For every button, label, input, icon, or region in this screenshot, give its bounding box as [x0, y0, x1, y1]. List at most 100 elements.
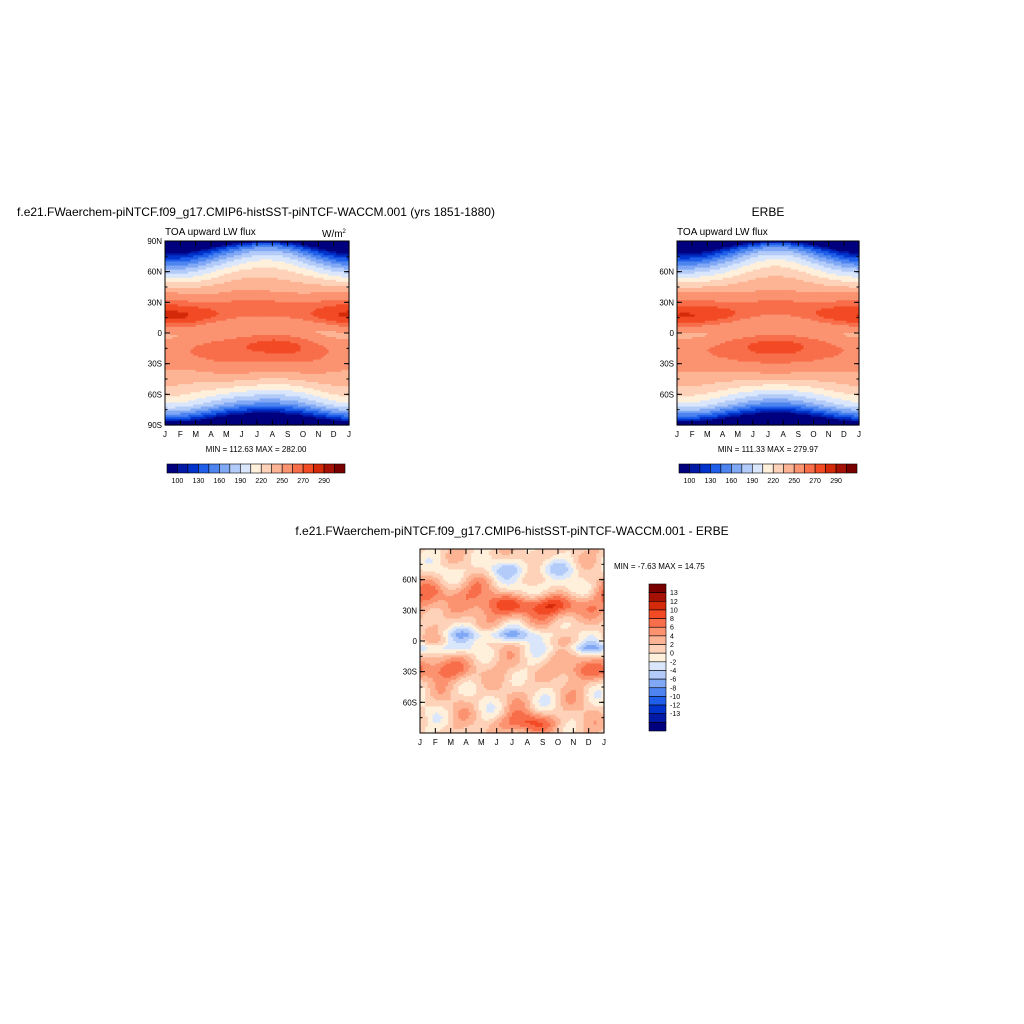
heatmap-cell — [343, 285, 348, 289]
heatmap-cell — [320, 251, 325, 254]
heatmap-cell — [185, 243, 189, 246]
heatmap-cell — [218, 310, 222, 314]
heatmap-cell — [305, 302, 309, 305]
heatmap-cell — [211, 277, 215, 281]
heatmap-cell — [208, 310, 212, 314]
heatmap-cell — [328, 279, 332, 283]
heatmap-cell — [308, 261, 312, 265]
heatmap-cell — [236, 259, 240, 263]
heatmap-cell — [292, 318, 296, 322]
heatmap-cell — [287, 271, 291, 275]
heatmap-cell — [198, 247, 202, 250]
heatmap-cell — [244, 316, 248, 320]
heatmap-cell — [313, 277, 317, 281]
heatmap-cell — [223, 251, 227, 254]
heatmap-cell — [318, 257, 322, 260]
heatmap-cell — [172, 314, 176, 318]
heatmap-cell — [200, 267, 204, 271]
heatmap-cell — [300, 251, 304, 254]
heatmap-cell — [228, 249, 233, 252]
heatmap-cell — [320, 298, 325, 301]
heatmap-cell — [177, 241, 181, 244]
heatmap-cell — [195, 269, 199, 273]
heatmap-cell — [257, 310, 261, 314]
heatmap-cell — [172, 326, 176, 330]
heatmap-cell — [228, 320, 233, 324]
heatmap-cell — [175, 249, 179, 252]
heatmap-cell — [213, 320, 217, 324]
heatmap-cell — [228, 292, 233, 295]
heatmap-cell — [333, 243, 337, 246]
heatmap-cell — [315, 296, 319, 299]
heatmap-cell — [285, 292, 289, 295]
heatmap-cell — [315, 285, 319, 289]
heatmap-cell — [305, 279, 309, 283]
heatmap-cell — [336, 253, 340, 256]
heatmap-cell — [175, 267, 179, 271]
heatmap-cell — [297, 269, 302, 273]
heatmap-cell — [280, 290, 284, 293]
heatmap-cell — [259, 277, 263, 281]
heatmap-cell — [262, 318, 266, 322]
heatmap-cell — [208, 245, 212, 248]
heatmap-cell — [254, 251, 258, 254]
heatmap-cell — [318, 300, 322, 303]
heatmap-cell — [267, 310, 271, 314]
heatmap-cell — [331, 322, 335, 326]
heatmap-cell — [203, 243, 207, 246]
heatmap-cell — [167, 267, 171, 271]
heatmap-cell — [292, 267, 296, 271]
heatmap-cell — [246, 255, 250, 258]
heatmap-cell — [341, 294, 345, 297]
heatmap-cell — [331, 308, 335, 312]
heatmap-cell — [241, 314, 245, 318]
heatmap-cell — [251, 283, 256, 287]
heatmap-cell — [267, 273, 271, 277]
heatmap-cell — [251, 298, 256, 301]
heatmap-cell — [205, 318, 210, 322]
heatmap-cell — [297, 271, 302, 275]
heatmap-cell — [277, 294, 281, 297]
heatmap-cell — [254, 283, 258, 287]
heatmap-cell — [272, 245, 276, 248]
heatmap-cell — [177, 277, 181, 281]
heatmap-cell — [305, 283, 309, 287]
heatmap-cell — [280, 263, 284, 267]
heatmap-cell — [333, 271, 337, 275]
heatmap-cell — [228, 247, 233, 250]
heatmap-cell — [195, 251, 199, 254]
heatmap-cell — [188, 263, 192, 267]
heatmap-cell — [226, 279, 230, 283]
heatmap-cell — [198, 275, 202, 279]
heatmap-cell — [269, 261, 273, 265]
heatmap-cell — [193, 296, 197, 299]
heatmap-cell — [262, 316, 266, 320]
heatmap-cell — [331, 285, 335, 289]
heatmap-cell — [218, 243, 222, 246]
heatmap-cell — [195, 290, 199, 293]
heatmap-cell — [200, 245, 204, 248]
heatmap-cell — [218, 281, 222, 285]
heatmap-cell — [211, 285, 215, 289]
heatmap-cell — [188, 318, 192, 322]
heatmap-cell — [323, 308, 327, 312]
heatmap-cell — [331, 273, 335, 277]
heatmap-cell — [190, 249, 194, 252]
heatmap-cell — [213, 261, 217, 265]
heatmap-cell — [211, 318, 215, 322]
heatmap-cell — [234, 257, 238, 260]
heatmap-cell — [221, 320, 225, 324]
heatmap-cell — [182, 269, 187, 273]
heatmap-cell — [195, 294, 199, 297]
heatmap-cell — [341, 269, 345, 273]
heatmap-cell — [297, 316, 302, 320]
heatmap-cell — [221, 245, 225, 248]
heatmap-cell — [244, 322, 248, 326]
heatmap-cell — [211, 306, 215, 310]
model-units: W/m2 — [322, 229, 347, 240]
heatmap-cell — [193, 283, 197, 287]
heatmap-cell — [182, 279, 187, 283]
heatmap-cell — [254, 243, 258, 246]
heatmap-cell — [287, 255, 291, 258]
heatmap-cell — [313, 247, 317, 250]
